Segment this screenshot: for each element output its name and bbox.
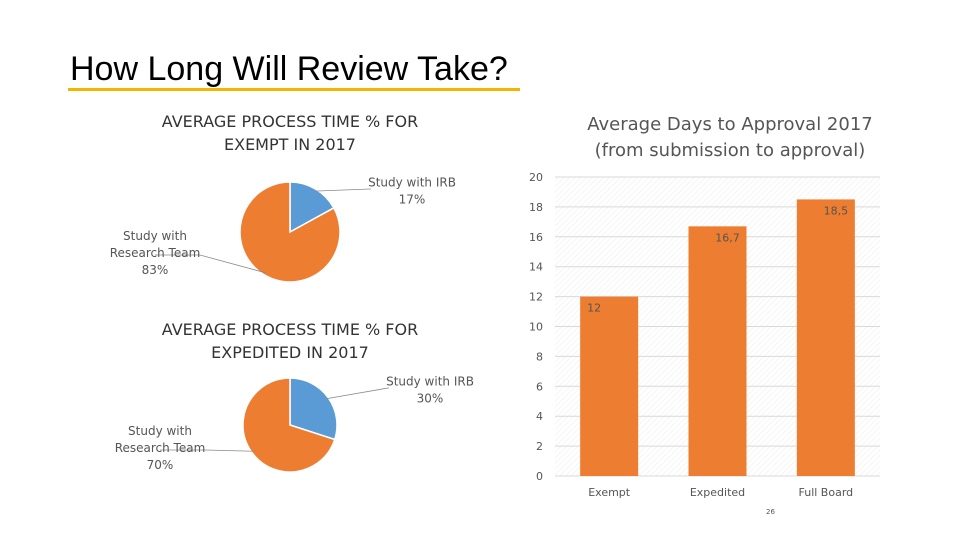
x-category-label: Exempt: [588, 486, 631, 499]
y-tick-label: 20: [529, 171, 543, 184]
page-number: 26: [766, 508, 775, 516]
bar-expedited: [688, 226, 747, 476]
y-tick-label: 16: [529, 231, 543, 244]
y-tick-label: 0: [536, 470, 543, 483]
title-underline: [68, 88, 520, 91]
expedited-slice-label-line: 70%: [147, 458, 174, 472]
exempt-leader-line-0: [314, 188, 371, 192]
y-tick-label: 6: [536, 380, 543, 393]
y-tick-label: 2: [536, 440, 543, 453]
exempt-pie-title-line-2: EXEMPT IN 2017: [224, 135, 356, 154]
expedited-slice-label-1: Study with Research Team 70%: [115, 424, 206, 472]
expedited-pie-slice-irb: [289, 377, 338, 441]
expedited-slice-label-0: Study with IRB 30%: [386, 375, 474, 406]
bar-full-board: [796, 199, 855, 477]
y-tick-label: 4: [536, 410, 543, 423]
exempt-slice-label-0: Study with IRB 17%: [368, 176, 456, 207]
expedited-pie-title-line-2: EXPEDITED IN 2017: [211, 343, 369, 362]
bar-series: 12 Exempt 16,7 Expedited 18,5 Full Board: [580, 199, 855, 499]
expedited-slice-label-line: Study with IRB: [386, 375, 474, 389]
y-tick-label: 14: [529, 261, 543, 274]
bar-value-label: 16,7: [715, 231, 740, 244]
expedited-slice-label-line: Study with: [128, 424, 192, 438]
exempt-pie-title: AVERAGE PROCESS TIME % FOR EXEMPT IN 201…: [120, 110, 460, 156]
bar-chart-title-line-1: Average Days to Approval 2017: [587, 114, 873, 135]
x-category-label: Full Board: [799, 486, 854, 499]
expedited-slice-label-line: Research Team: [115, 441, 206, 455]
y-tick-label: 18: [529, 201, 543, 214]
expedited-pie-title-line-1: AVERAGE PROCESS TIME % FOR: [161, 320, 419, 339]
exempt-pie-slice-irb: [289, 181, 335, 234]
expedited-pie-title: AVERAGE PROCESS TIME % FOR EXPEDITED IN …: [120, 318, 460, 364]
expedited-leader-line-0: [326, 387, 389, 400]
exempt-slice-label-1: Study with Research Team 83%: [110, 229, 201, 277]
expedited-leader-line-1: [160, 449, 254, 452]
expedited-pie-slice-research-team: [242, 377, 336, 473]
exempt-leader-line-1: [155, 254, 266, 274]
exempt-pie-title-line-1: AVERAGE PROCESS TIME % FOR: [161, 112, 419, 131]
y-tick-label: 12: [529, 291, 543, 304]
bar-value-label: 18,5: [824, 204, 849, 217]
bar-value-label: 12: [587, 302, 601, 315]
exempt-pie-slice-research-team: [239, 181, 341, 283]
y-tick-label: 8: [536, 350, 543, 363]
bar-chart-title: Average Days to Approval 2017 (from subm…: [560, 112, 900, 164]
x-category-label: Expedited: [690, 486, 745, 499]
exempt-slice-label-line: Study with IRB: [368, 176, 456, 190]
exempt-slice-label-line: 83%: [142, 263, 169, 277]
expedited-slice-label-line: 30%: [417, 392, 444, 406]
exempt-slice-label-line: Research Team: [110, 246, 201, 260]
exempt-slice-label-line: 17%: [399, 193, 426, 207]
exempt-slice-label-line: Study with: [123, 229, 187, 243]
bar-chart-title-line-2: (from submission to approval): [594, 140, 866, 161]
pie-charts: Study with IRB 17% Study with Research Team…: [110, 176, 474, 473]
y-tick-label: 10: [529, 321, 543, 334]
bar-exempt: [580, 296, 639, 476]
slide-title: How Long Will Review Take?: [70, 50, 508, 88]
